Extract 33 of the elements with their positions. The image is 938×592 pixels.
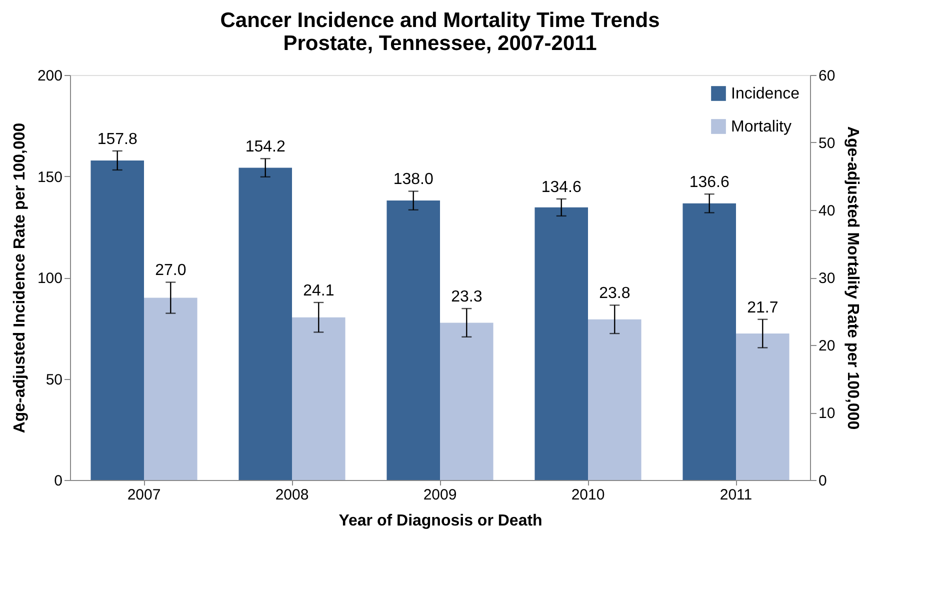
- data-label: 24.1: [303, 282, 334, 300]
- data-label: 27.0: [155, 262, 186, 280]
- data-label: 23.8: [599, 285, 630, 302]
- data-label: 154.2: [245, 138, 286, 156]
- y-tick-label: 200: [37, 68, 62, 84]
- y2-tick-label: 10: [818, 405, 836, 422]
- y-axis-title: Age-adjusted Incidence Rate per 100,000: [11, 122, 28, 434]
- data-label: 157.8: [97, 130, 138, 148]
- data-label: 21.7: [747, 299, 778, 316]
- y-tick-label: 100: [37, 270, 62, 287]
- legend-label: Incidence: [731, 86, 800, 102]
- x-axis-title: Year of Diagnosis or Death: [338, 512, 542, 530]
- y-tick-label: 0: [54, 472, 62, 490]
- y-tick-label: 50: [46, 371, 62, 388]
- y-tick-label: 150: [37, 168, 62, 186]
- x-tick-label: 2007: [127, 486, 161, 504]
- data-label: 134.6: [541, 178, 582, 196]
- x-tick-label: 2009: [423, 486, 457, 504]
- y2-tick-label: 20: [818, 338, 836, 354]
- y2-tick-label: 30: [818, 270, 836, 287]
- data-label: 23.3: [451, 288, 482, 306]
- data-label: 136.6: [689, 174, 730, 192]
- x-tick-label: 2010: [571, 486, 605, 504]
- legend-label: Mortality: [731, 118, 792, 136]
- y2-axis-title: Age-adjusted Mortality Rate per 100,000: [844, 126, 862, 430]
- x-tick-label: 2008: [275, 486, 309, 504]
- chart-title: Cancer Incidence and Mortality Time Trends Prostate, Tennessee, 2007-2011: [220, 9, 660, 55]
- y2-tick-label: 50: [818, 135, 836, 152]
- y2-tick-label: 0: [818, 472, 827, 490]
- y2-tick-label: 60: [818, 68, 836, 84]
- y2-tick-label: 40: [818, 202, 836, 220]
- data-label: 138.0: [393, 171, 434, 188]
- x-tick-label: 2011: [720, 486, 752, 504]
